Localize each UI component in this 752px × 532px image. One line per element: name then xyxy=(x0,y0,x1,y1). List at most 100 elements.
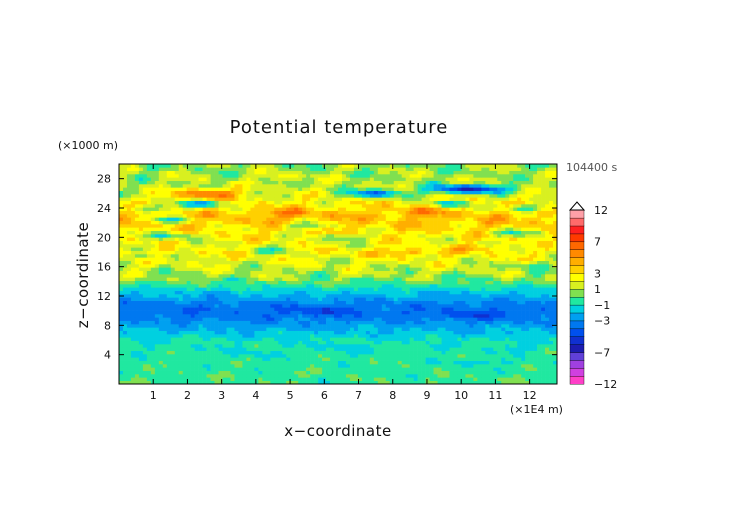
heatmap-cell xyxy=(258,230,263,235)
heatmap-cell xyxy=(338,334,343,338)
heatmap-cell xyxy=(138,300,144,305)
heatmap-cell xyxy=(266,240,271,245)
heatmap-cell xyxy=(373,294,379,298)
heatmap-cell xyxy=(449,277,454,281)
heatmap-cell xyxy=(202,264,207,268)
heatmap-cell xyxy=(417,254,422,258)
heatmap-cell xyxy=(222,250,227,255)
heatmap-cell xyxy=(186,254,191,258)
heatmap-cell xyxy=(529,257,534,261)
heatmap-cell xyxy=(369,364,375,368)
heatmap-cell xyxy=(122,237,128,241)
heatmap-cell xyxy=(417,344,422,348)
heatmap-cell xyxy=(142,354,148,358)
heatmap-cell xyxy=(449,344,454,348)
heatmap-cell xyxy=(326,290,331,295)
heatmap-cell xyxy=(126,344,132,348)
heatmap-cell xyxy=(517,260,522,265)
heatmap-cell xyxy=(330,334,335,338)
heatmap-cell xyxy=(210,297,215,301)
heatmap-cell xyxy=(357,327,363,331)
heatmap-cell xyxy=(385,324,391,328)
heatmap-cell xyxy=(194,267,199,271)
heatmap-cell xyxy=(174,377,180,381)
heatmap-cell xyxy=(413,270,418,275)
heatmap-cell xyxy=(266,287,271,291)
heatmap-cell xyxy=(322,320,327,325)
heatmap-cell xyxy=(318,267,323,271)
heatmap-cell xyxy=(274,307,279,311)
heatmap-cell xyxy=(302,300,307,305)
heatmap-cell xyxy=(326,307,331,311)
heatmap-cell xyxy=(437,307,442,311)
heatmap-cell xyxy=(214,244,219,248)
heatmap-cell xyxy=(150,304,156,308)
heatmap-cell xyxy=(222,304,227,308)
heatmap-cell xyxy=(338,234,343,238)
heatmap-cell xyxy=(186,244,191,248)
heatmap-cell xyxy=(286,237,291,241)
heatmap-cell xyxy=(421,344,426,348)
heatmap-cell xyxy=(521,244,526,248)
heatmap-cell xyxy=(270,237,275,241)
heatmap-cell xyxy=(533,307,538,311)
heatmap-cell xyxy=(230,357,235,361)
heatmap-cell xyxy=(330,360,335,365)
heatmap-cell xyxy=(533,360,538,365)
heatmap-cell xyxy=(389,377,395,381)
heatmap-cell xyxy=(425,354,430,358)
heatmap-cell xyxy=(365,270,371,275)
heatmap-cell xyxy=(226,264,231,268)
heatmap-cell xyxy=(230,290,235,295)
heatmap-cell xyxy=(465,290,470,295)
heatmap-cell xyxy=(385,310,391,315)
heatmap-cell xyxy=(246,367,251,371)
heatmap-cell xyxy=(174,254,180,258)
heatmap-cell xyxy=(274,317,279,321)
heatmap-cell xyxy=(489,354,494,358)
heatmap-cell xyxy=(537,337,542,341)
heatmap-cell xyxy=(429,317,434,321)
heatmap-cell xyxy=(361,344,367,348)
heatmap-cell xyxy=(349,320,355,325)
heatmap-cell xyxy=(162,254,168,258)
heatmap-cell xyxy=(119,320,124,325)
heatmap-cell xyxy=(413,274,418,278)
heatmap-cell xyxy=(174,280,180,285)
heatmap-cell xyxy=(170,277,176,281)
heatmap-cell xyxy=(493,254,498,258)
heatmap-cell xyxy=(397,334,403,338)
heatmap-cell xyxy=(417,277,422,281)
heatmap-cell xyxy=(154,350,160,355)
heatmap-cell xyxy=(170,230,176,235)
heatmap-cell xyxy=(242,317,247,321)
heatmap-cell xyxy=(226,287,231,291)
heatmap-cell xyxy=(501,347,506,351)
heatmap-cell xyxy=(409,277,414,281)
heatmap-cell xyxy=(517,274,522,278)
heatmap-cell xyxy=(206,334,211,338)
heatmap-cell xyxy=(242,324,247,328)
heatmap-cell xyxy=(286,334,291,338)
heatmap-cell xyxy=(234,254,239,258)
heatmap-cell xyxy=(441,257,446,261)
heatmap-cell xyxy=(226,304,231,308)
heatmap-cell xyxy=(465,284,470,288)
heatmap-cell xyxy=(429,290,434,295)
heatmap-cell xyxy=(338,280,343,285)
heatmap-cell xyxy=(529,287,534,291)
heatmap-cell xyxy=(553,234,558,238)
heatmap-cell xyxy=(166,334,172,338)
heatmap-cell xyxy=(493,370,498,375)
heatmap-cell xyxy=(250,347,255,351)
heatmap-cell xyxy=(130,270,136,275)
heatmap-cell xyxy=(298,277,303,281)
heatmap-cell xyxy=(513,340,518,345)
heatmap-cell xyxy=(477,367,482,371)
heatmap-cell xyxy=(401,247,406,251)
heatmap-cell xyxy=(461,270,466,275)
heatmap-cell xyxy=(473,270,478,275)
heatmap-cell xyxy=(441,267,446,271)
heatmap-cell xyxy=(334,320,339,325)
heatmap-cell xyxy=(262,254,267,258)
